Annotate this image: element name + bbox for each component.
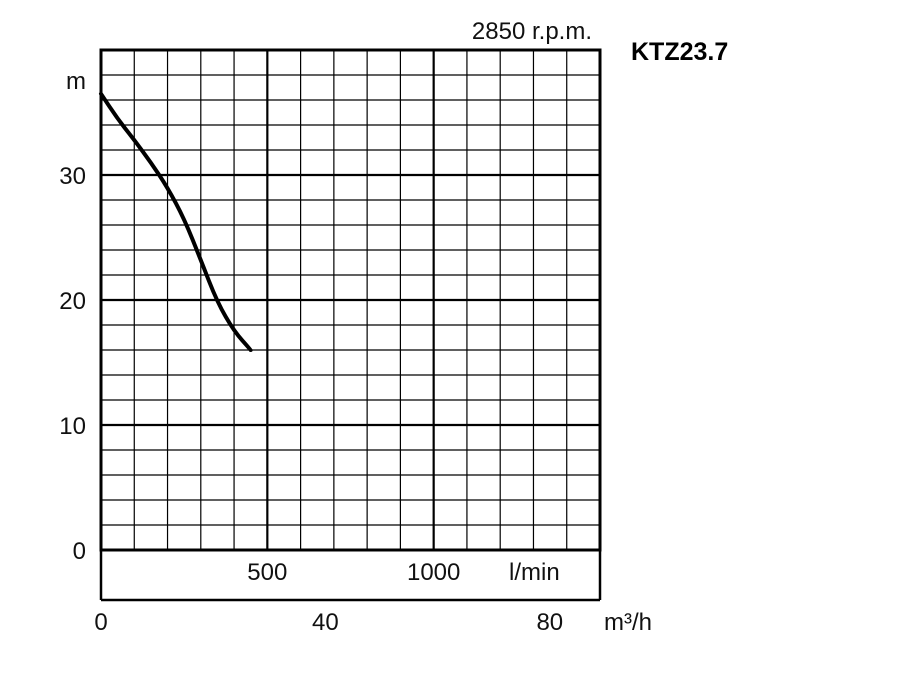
label-layer: 0 10 20 30 500 1000 0 40 80	[59, 163, 563, 636]
y-tick-label: 0	[73, 538, 86, 565]
x-axis-unit-m3h: m³/h	[604, 609, 652, 636]
x-tick-label-m3h: 0	[94, 609, 107, 636]
speed-label: 2850 r.p.m.	[472, 18, 592, 45]
grid-minor	[101, 50, 600, 550]
y-axis-unit: m	[66, 68, 86, 95]
y-tick-label: 20	[59, 288, 86, 315]
chart-frame	[99, 48, 602, 602]
grid-major	[101, 50, 600, 550]
y-tick-label: 30	[59, 163, 86, 190]
x-tick-label-m3h: 40	[312, 609, 339, 636]
x-tick-label-lmin: 1000	[407, 559, 460, 586]
model-label: KTZ23.7	[631, 38, 728, 66]
x-tick-label-lmin: 500	[247, 559, 287, 586]
x-tick-label-m3h: 80	[536, 609, 563, 636]
x-axis-unit-lmin: l/min	[509, 559, 560, 586]
y-tick-label: 10	[59, 413, 86, 440]
pump-curve-line	[99, 91, 253, 352]
plot-border	[99, 48, 602, 552]
curve-layer	[99, 91, 253, 352]
